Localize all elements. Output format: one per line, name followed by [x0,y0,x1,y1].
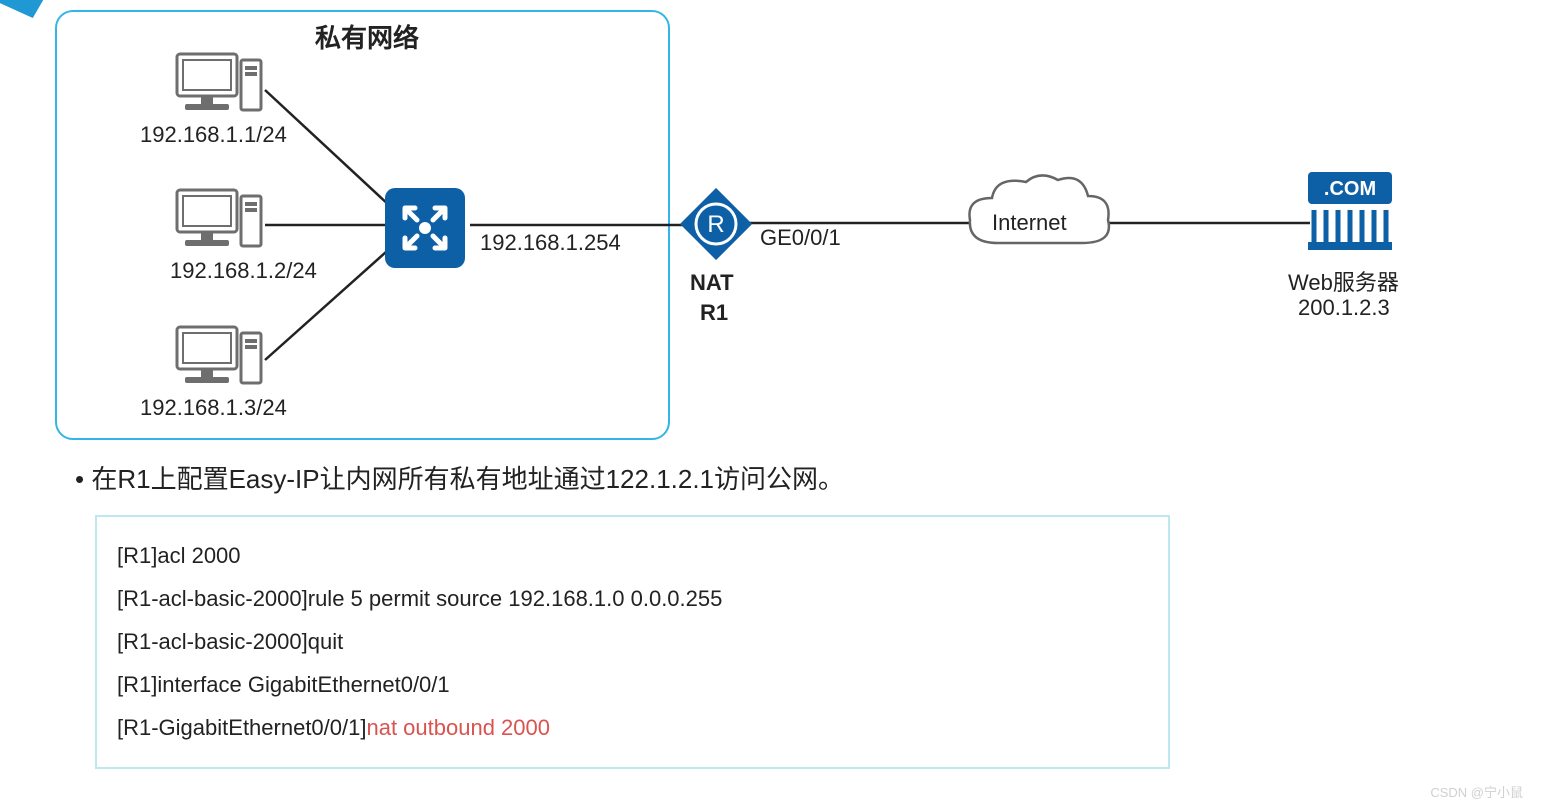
web-server-icon: .COM [1300,170,1400,255]
router-iface-label: GE0/0/1 [760,225,841,251]
private-network-box [55,10,670,440]
code-highlight: nat outbound 2000 [366,715,550,740]
pc-icon [175,325,265,390]
svg-text:R: R [707,211,724,238]
bullet-text: 在R1上配置Easy-IP让内网所有私有地址通过122.1.2.1访问公网。 [75,460,1275,499]
code-line: [R1-GigabitEthernet0/0/1]nat outbound 20… [117,707,1148,750]
svg-text:.COM: .COM [1324,178,1376,200]
router-icon: R [680,188,750,258]
network-diagram: 私有网络 192.168.1.1/24 [40,10,1500,440]
private-network-title: 私有网络 [315,18,419,55]
cloud-label: Internet [992,210,1067,236]
router-sub-label: R1 [700,300,728,326]
pc-label: 192.168.1.3/24 [140,395,287,421]
router-name-label: NAT [690,270,734,296]
code-line: [R1]acl 2000 [117,535,1148,578]
switch-ip-label: 192.168.1.254 [480,230,621,256]
switch-icon [385,188,465,268]
code-prefix: [R1-GigabitEthernet0/0/1] [117,715,366,740]
code-line: [R1-acl-basic-2000]quit [117,621,1148,664]
server-ip-label: 200.1.2.3 [1298,295,1390,321]
code-line: [R1]interface GigabitEthernet0/0/1 [117,664,1148,707]
code-box: [R1]acl 2000 [R1-acl-basic-2000]rule 5 p… [95,515,1170,769]
code-line: [R1-acl-basic-2000]rule 5 permit source … [117,578,1148,621]
watermark: CSDN @宁小鼠 [1430,782,1523,801]
corner-accent [0,0,43,18]
pc-icon [175,188,265,253]
pc-label: 192.168.1.2/24 [170,258,317,284]
bullet-description: 在R1上配置Easy-IP让内网所有私有地址通过122.1.2.1访问公网。 [75,460,1275,499]
pc-icon [175,52,265,117]
pc-label: 192.168.1.1/24 [140,122,287,148]
server-name-label: Web服务器 [1288,265,1399,297]
